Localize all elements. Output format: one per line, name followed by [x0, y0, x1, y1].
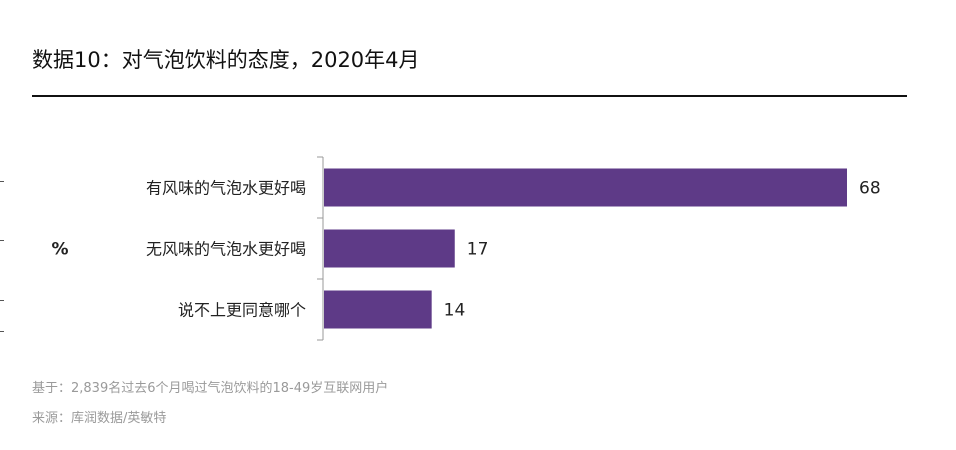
edge-tick-mark [0, 300, 4, 301]
chart-title: 数据10：对气泡饮料的态度，2020年4月 [32, 48, 420, 72]
bar [324, 290, 432, 329]
y-axis-unit-label: % [51, 240, 68, 260]
category-label: 有风味的气泡水更好喝 [146, 179, 306, 198]
data-label: 68 [859, 179, 881, 199]
bar [324, 229, 455, 268]
category-label: 说不上更同意哪个 [178, 301, 306, 320]
edge-tick-mark [0, 331, 4, 332]
title-divider [32, 95, 907, 97]
category-label: 无风味的气泡水更好喝 [146, 240, 306, 259]
data-label: 17 [467, 240, 489, 260]
edge-tick-mark [0, 240, 4, 241]
edge-tick-mark [0, 181, 4, 182]
base-note: 基于：2,839名过去6个月喝过气泡饮料的18-49岁互联网用户 [32, 381, 389, 396]
source-note: 来源：库润数据/英敏特 [32, 411, 167, 426]
bar [324, 168, 847, 207]
bar-chart: 有风味的气泡水更好喝 68 无风味的气泡水更好喝 17 说不上更同意哪个 14% [51, 156, 881, 341]
data-label: 14 [444, 301, 466, 321]
